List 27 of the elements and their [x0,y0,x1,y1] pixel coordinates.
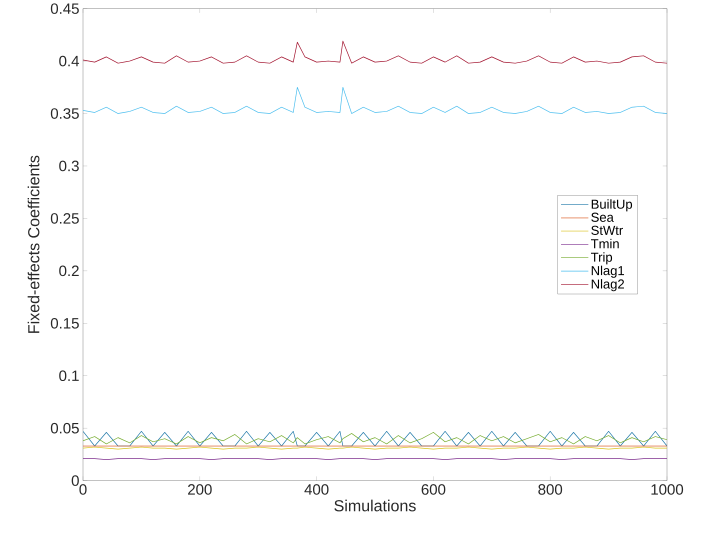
y-tick-label: 0.15 [50,318,79,329]
y-tick-label: 0.05 [50,423,79,434]
y-tick-label: 0.2 [59,266,79,276]
y-tick-label: 0.4 [59,56,80,67]
y-tick-label: 0.45 [50,4,79,14]
line-series [83,40,668,64]
x-tick-label: 200 [188,484,212,495]
legend-label: Sea [591,212,614,222]
legend-label: BuiltUp [592,199,632,212]
legend-label: Tmin [590,239,619,248]
legend-label: Nlag2 [592,279,624,292]
y-tick-label: 0.35 [50,108,79,120]
x-tick-label: 800 [538,484,562,495]
x-tick-label: 0 [79,484,87,495]
legend-label: StWtr [591,226,623,236]
y-axis-title: Fixed-effects Coefficients [28,156,40,334]
legend-label: Trip [590,252,612,265]
x-axis-title: Simulations [334,500,416,512]
y-tick-label: 0.25 [50,213,79,224]
legend-label: Nlag1 [592,266,624,278]
line-series [83,87,668,114]
x-tick-label: 600 [422,484,446,495]
y-tick-label: 0 [72,476,79,486]
y-tick-label: 0.3 [59,160,79,172]
x-tick-label: 400 [304,484,329,495]
x-tick-label: 1000 [651,484,684,495]
y-tick-label: 0.1 [59,370,79,382]
